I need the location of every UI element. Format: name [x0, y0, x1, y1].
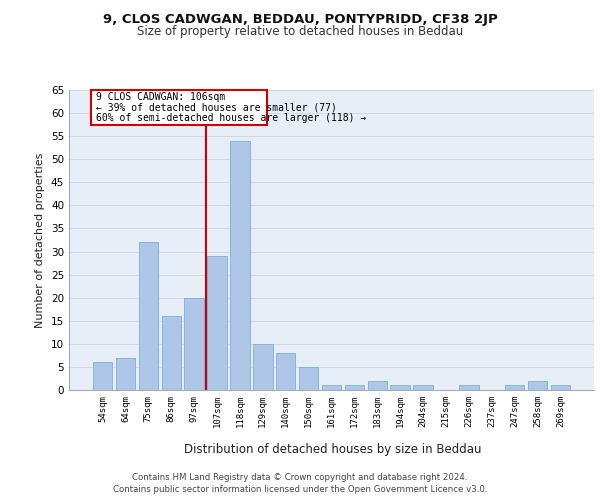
Text: Size of property relative to detached houses in Beddau: Size of property relative to detached ho… — [137, 25, 463, 38]
Bar — [368, 381, 387, 390]
Bar — [116, 358, 135, 390]
Text: 9 CLOS CADWGAN: 106sqm: 9 CLOS CADWGAN: 106sqm — [96, 92, 225, 102]
Text: 60% of semi-detached houses are larger (118) →: 60% of semi-detached houses are larger (… — [96, 113, 366, 123]
Text: Contains HM Land Registry data © Crown copyright and database right 2024.: Contains HM Land Registry data © Crown c… — [132, 472, 468, 482]
Bar — [230, 141, 250, 390]
Bar — [551, 386, 570, 390]
Bar — [299, 367, 319, 390]
FancyBboxPatch shape — [91, 90, 268, 124]
Bar — [208, 256, 227, 390]
Bar — [276, 353, 295, 390]
Bar — [391, 386, 410, 390]
Text: Contains public sector information licensed under the Open Government Licence v3: Contains public sector information licen… — [113, 485, 487, 494]
Text: Distribution of detached houses by size in Beddau: Distribution of detached houses by size … — [184, 442, 482, 456]
Text: 9, CLOS CADWGAN, BEDDAU, PONTYPRIDD, CF38 2JP: 9, CLOS CADWGAN, BEDDAU, PONTYPRIDD, CF3… — [103, 12, 497, 26]
Bar — [413, 386, 433, 390]
Bar — [505, 386, 524, 390]
Bar — [344, 386, 364, 390]
Y-axis label: Number of detached properties: Number of detached properties — [35, 152, 46, 328]
Text: ← 39% of detached houses are smaller (77): ← 39% of detached houses are smaller (77… — [96, 102, 337, 113]
Bar — [253, 344, 272, 390]
Bar — [322, 386, 341, 390]
Bar — [459, 386, 479, 390]
Bar — [139, 242, 158, 390]
Bar — [93, 362, 112, 390]
Bar — [184, 298, 204, 390]
Bar — [528, 381, 547, 390]
Bar — [161, 316, 181, 390]
